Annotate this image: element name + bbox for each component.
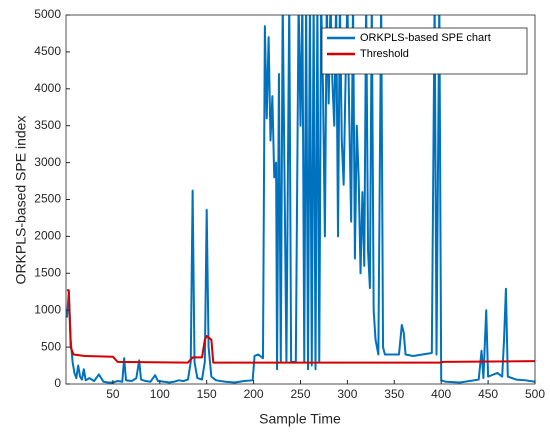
y-tick-label: 5000 [34,7,61,21]
y-tick-label: 4500 [34,44,61,58]
x-tick-label: 300 [337,387,357,401]
legend-box [321,27,528,75]
y-tick-label: 0 [54,376,61,390]
legend-label: Threshold [360,48,409,60]
x-tick-label: 350 [384,387,404,401]
legend-label: ORKPLS-based SPE chart [360,32,491,44]
y-tick-label: 2000 [34,229,61,243]
x-tick-label: 400 [431,387,451,401]
y-tick-label: 1000 [34,302,61,316]
y-tick-label: 3500 [34,118,61,132]
y-axis-label: ORKPLS-based SPE index [13,116,29,285]
y-tick-label: 500 [41,339,61,353]
x-tick-label: 150 [197,387,217,401]
lines [66,15,535,384]
y-tick-label: 3000 [34,155,61,169]
y-tick-label: 1500 [34,265,61,279]
x-axis-label: Sample Time [259,411,341,427]
legend: ORKPLS-based SPE chart Threshold [321,27,528,75]
x-tick-label: 50 [106,387,120,401]
x-tick-label: 450 [478,387,498,401]
x-tick-label: 200 [244,387,264,401]
y-tick-label: 4000 [34,81,61,95]
x-tick-label: 100 [150,387,170,401]
y-tick-label: 2500 [34,192,61,206]
x-tick-label: 250 [290,387,310,401]
data-line [66,289,535,364]
x-tick-label: 500 [525,387,545,401]
